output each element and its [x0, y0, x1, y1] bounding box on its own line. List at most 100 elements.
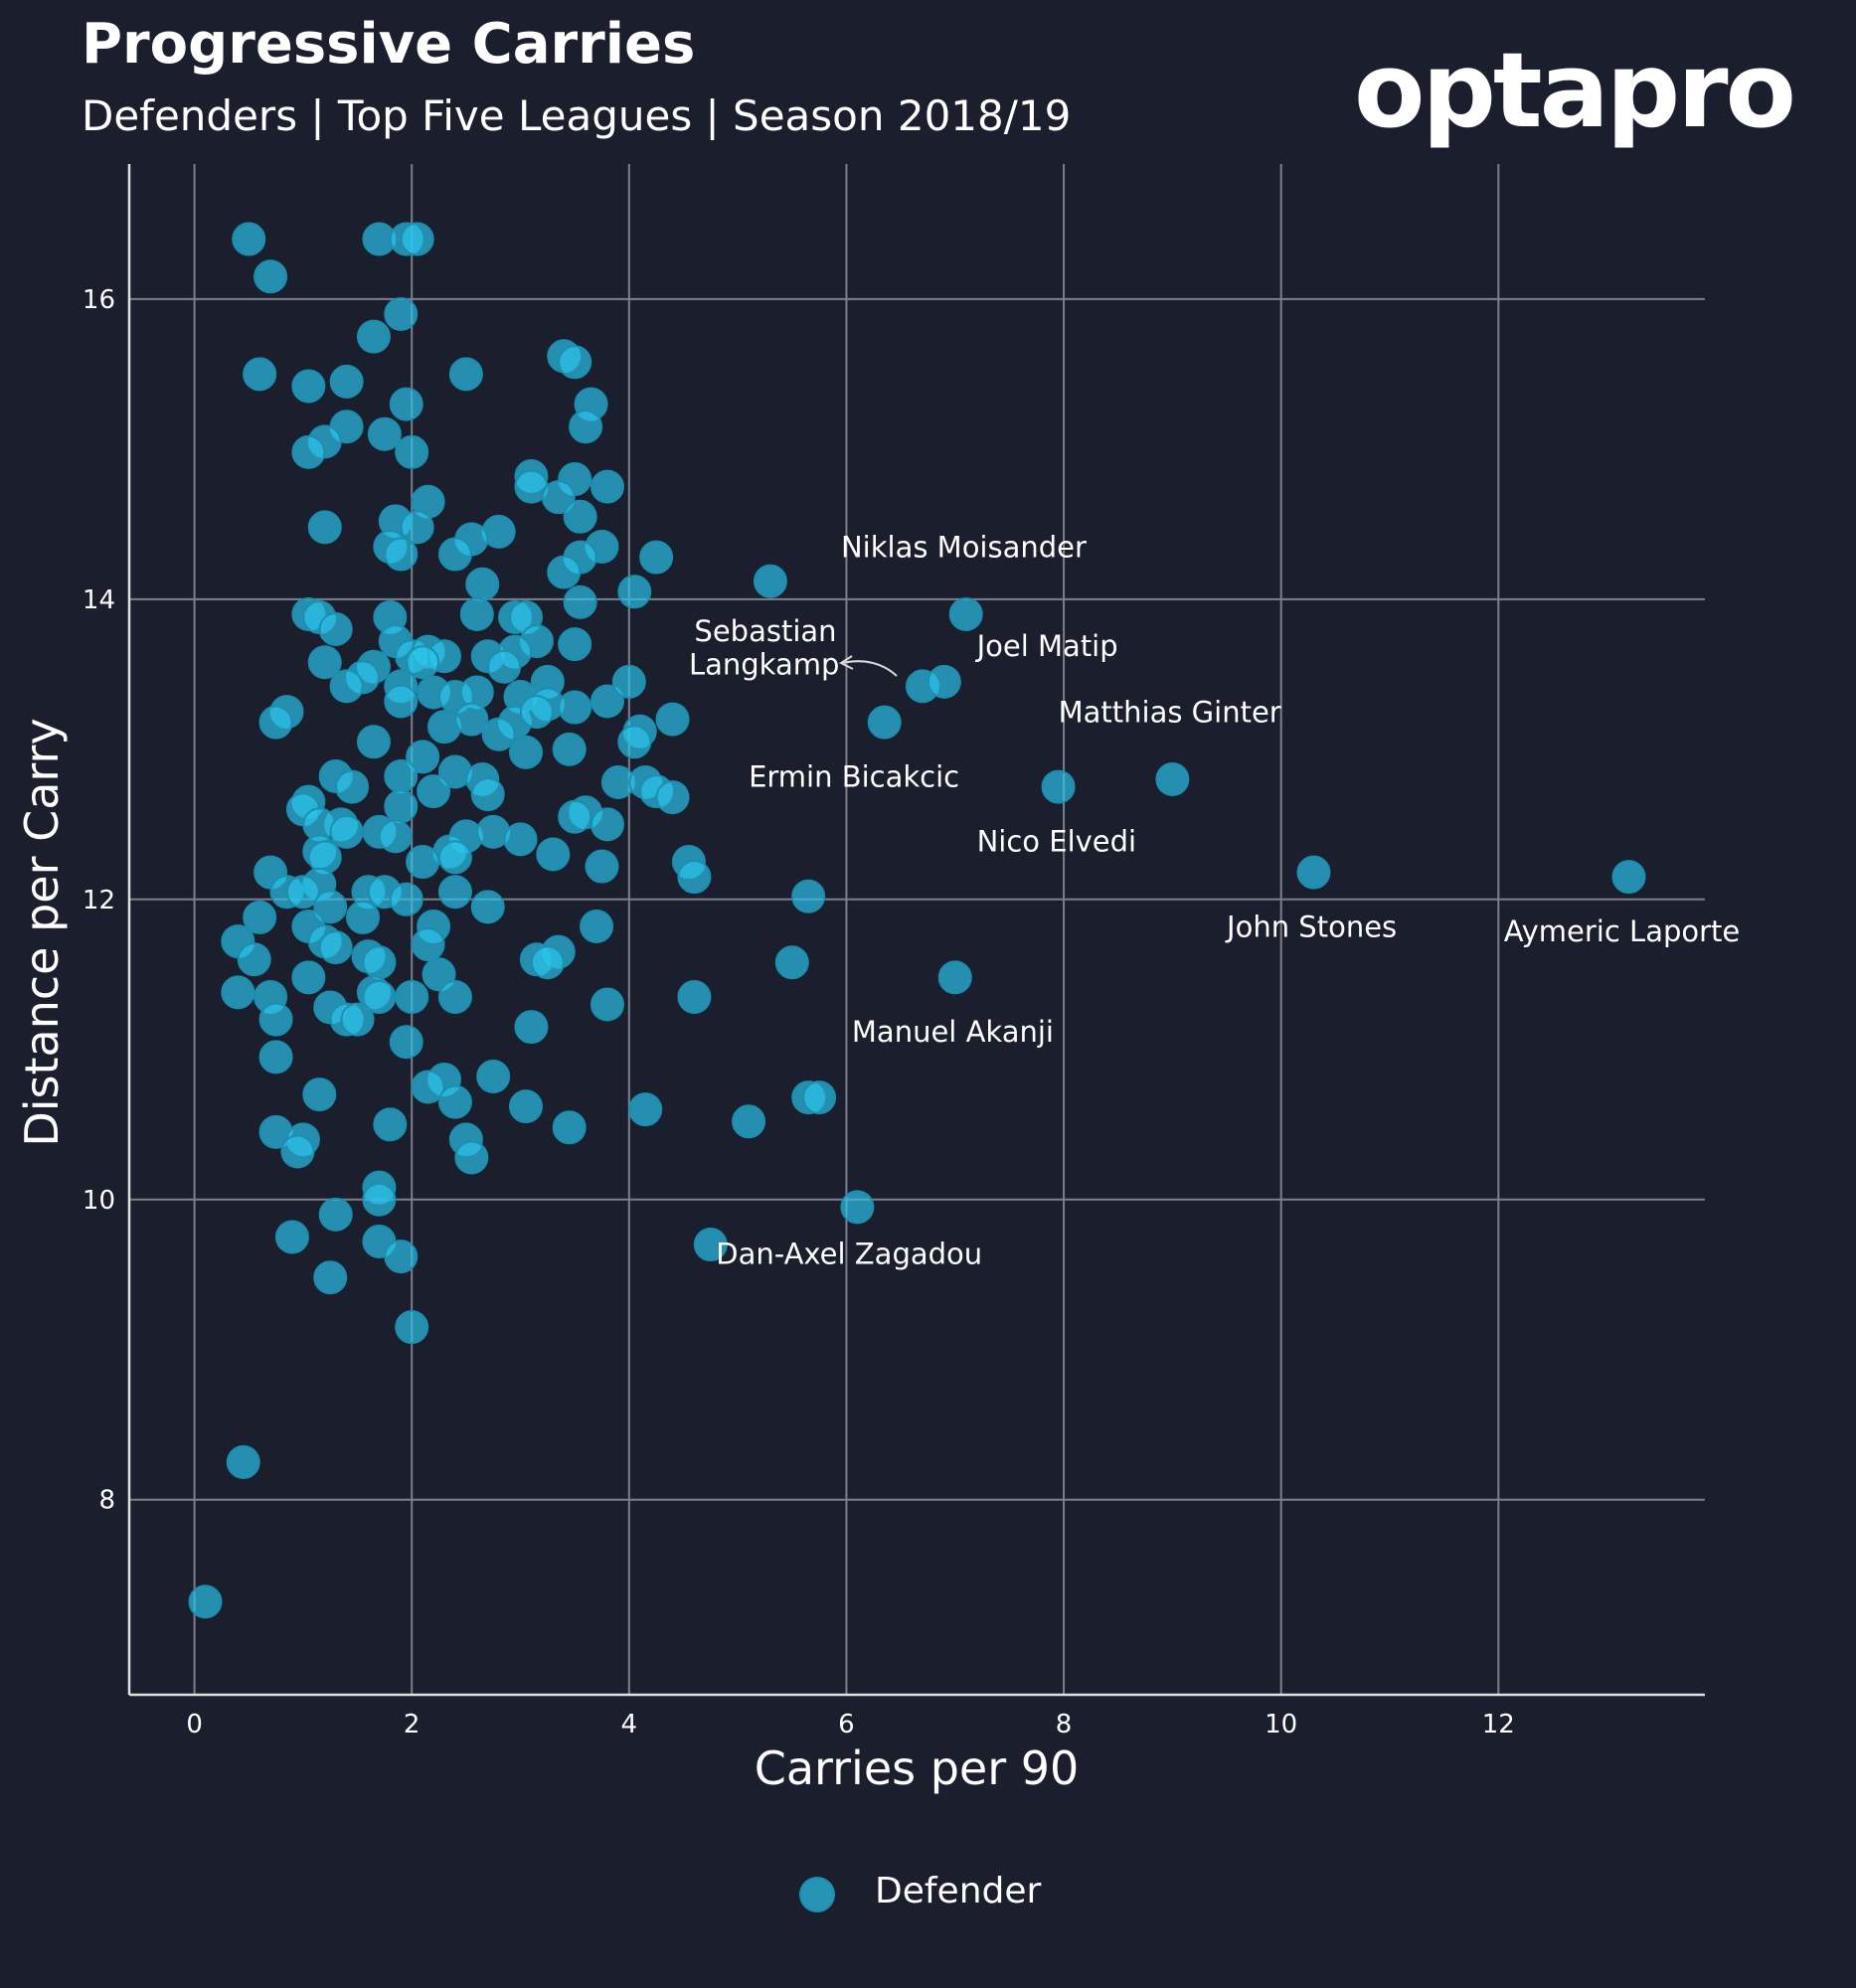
data-point — [367, 416, 402, 451]
data-point — [927, 664, 961, 699]
data-point — [437, 1084, 472, 1119]
y-tick-label: 14 — [83, 585, 115, 615]
y-axis-label: Distance per Carry — [15, 718, 69, 1146]
data-point — [384, 684, 419, 719]
data-point — [335, 769, 370, 804]
data-point — [617, 575, 652, 609]
player-annotation: Ermin Bicakcic — [749, 760, 959, 794]
data-point — [258, 1002, 293, 1037]
data-point — [590, 807, 624, 842]
data-point — [611, 664, 646, 699]
data-point — [307, 510, 342, 545]
y-tick-label: 8 — [98, 1486, 115, 1516]
player-annotation: Langkamp — [689, 647, 839, 681]
player-annotation: Nico Elvedi — [977, 824, 1137, 858]
annotation-arrow — [841, 660, 898, 677]
data-point — [487, 649, 522, 684]
data-point — [411, 927, 445, 962]
data-point — [243, 357, 277, 392]
data-point — [774, 945, 809, 980]
data-point — [541, 480, 576, 515]
data-point — [307, 645, 342, 680]
data-point — [384, 1240, 419, 1274]
data-point — [313, 890, 348, 924]
data-point — [563, 584, 597, 619]
data-point — [291, 960, 326, 995]
data-point — [395, 1310, 429, 1345]
data-point — [340, 1002, 375, 1037]
data-point — [280, 1134, 315, 1169]
data-point — [313, 1260, 348, 1295]
data-point — [400, 222, 434, 256]
player-annotation: Niklas Moisander — [841, 531, 1087, 565]
data-point — [508, 735, 543, 769]
data-point — [329, 364, 364, 399]
data-point — [655, 702, 690, 737]
data-point — [552, 1110, 587, 1145]
data-point — [291, 369, 326, 404]
data-point — [1155, 762, 1190, 797]
data-point — [437, 979, 472, 1014]
data-point — [481, 717, 516, 751]
data-point — [677, 860, 712, 895]
data-point — [232, 222, 266, 256]
data-point — [237, 942, 271, 977]
data-point — [437, 537, 472, 572]
data-point — [558, 627, 592, 662]
data-point — [384, 537, 419, 572]
data-point — [384, 789, 419, 824]
data-point — [417, 774, 451, 809]
data-point — [530, 945, 565, 980]
x-tick-label: 2 — [404, 1710, 421, 1740]
data-point — [558, 690, 592, 725]
data-point — [437, 875, 472, 910]
data-point — [470, 777, 505, 812]
data-point — [791, 879, 826, 913]
data-point — [476, 1059, 511, 1093]
y-tick-label: 10 — [83, 1186, 115, 1216]
x-tick-label: 12 — [1482, 1710, 1515, 1740]
chart-subtitle: Defenders | Top Five Leagues | Season 20… — [82, 91, 1072, 140]
data-point — [558, 799, 592, 834]
data-point — [508, 1089, 543, 1124]
data-point — [1296, 855, 1331, 890]
brand-logo: optapro — [1354, 30, 1796, 151]
axes — [127, 164, 1705, 1697]
player-annotation: Joel Matip — [975, 629, 1118, 663]
annotation-arrowhead — [838, 655, 854, 670]
data-point — [395, 979, 429, 1014]
data-point — [389, 387, 423, 421]
data-point — [291, 434, 326, 469]
data-point — [802, 1080, 837, 1115]
data-point — [384, 759, 419, 793]
data-point — [454, 1140, 489, 1175]
tick-labels: 0 2 4 6 8 10 12 8 10 12 14 16 — [83, 285, 1515, 1740]
data-point — [318, 612, 353, 647]
data-point — [693, 1228, 728, 1262]
data-point — [400, 510, 434, 545]
data-point — [258, 1040, 293, 1075]
legend-marker — [799, 1877, 835, 1912]
data-point — [243, 900, 277, 934]
player-annotation: Matthias Ginter — [1059, 696, 1281, 730]
data-points — [188, 222, 1646, 1619]
data-point — [840, 1190, 875, 1225]
data-point — [448, 357, 483, 392]
x-axis-label: Carries per 90 — [755, 1741, 1080, 1795]
data-point — [346, 900, 381, 934]
player-annotation: Manuel Akanji — [852, 1015, 1054, 1049]
data-point — [948, 596, 983, 631]
data-point — [411, 1070, 445, 1104]
data-point — [628, 1092, 663, 1127]
data-point — [590, 684, 624, 719]
data-point — [406, 740, 440, 774]
data-point — [470, 890, 505, 924]
data-point — [590, 987, 624, 1022]
x-tick-label: 6 — [838, 1710, 855, 1740]
data-point — [378, 819, 413, 854]
data-point — [1041, 769, 1076, 804]
data-point — [285, 875, 320, 910]
data-point — [732, 1104, 766, 1139]
data-point — [318, 1197, 353, 1232]
data-point — [580, 909, 614, 943]
